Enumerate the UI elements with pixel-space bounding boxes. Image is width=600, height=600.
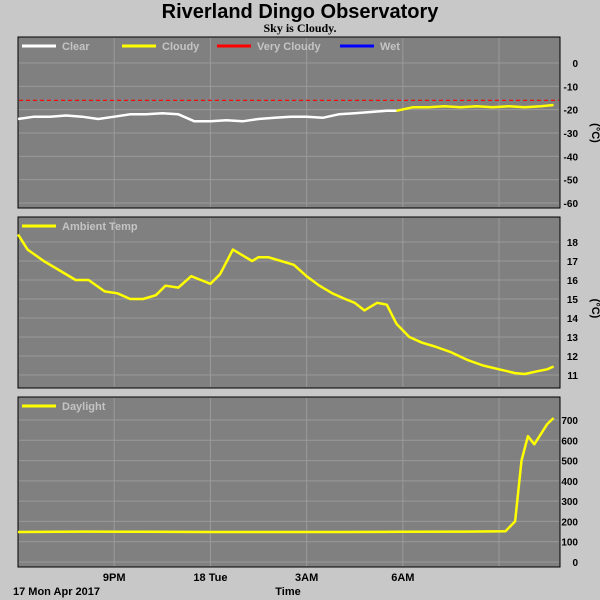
x-tick-label: 6AM <box>391 572 414 584</box>
y-tick-label: 15 <box>567 295 579 306</box>
x-tick-label: 9PM <box>103 572 126 584</box>
y-tick-label: -40 <box>564 152 579 163</box>
y-tick-label: 12 <box>567 352 579 363</box>
y-tick-label: 500 <box>561 457 578 468</box>
y-tick-label: 100 <box>561 538 578 549</box>
x-axis-date-label: 17 Mon Apr 2017 <box>13 586 100 598</box>
y-tick-label: 18 <box>567 238 579 249</box>
y-tick-label: -20 <box>564 106 579 117</box>
y-tick-label: 16 <box>567 276 579 287</box>
y-tick-label: 11 <box>567 371 578 382</box>
legend-label-cloudy: Cloudy <box>162 41 200 53</box>
legend-label-ambient-temp: Ambient Temp <box>62 221 138 233</box>
y-tick-label: 300 <box>561 497 578 508</box>
legend-label-wet: Wet <box>380 41 400 53</box>
series-line-cloudy <box>396 103 554 113</box>
sky-status-subtitle: Sky is Cloudy. <box>263 21 337 35</box>
y-tick-label: 17 <box>567 257 579 268</box>
y-tick-label: -30 <box>564 129 579 140</box>
legend-label-clear: Clear <box>62 41 90 53</box>
y-tick-label: -60 <box>564 199 579 210</box>
legend-label-daylight: Daylight <box>62 401 106 413</box>
y-tick-label: 0 <box>572 59 578 70</box>
y-tick-label: 14 <box>567 314 579 325</box>
series-line-daylight <box>17 417 555 534</box>
series-line-clear <box>17 109 397 123</box>
legend-label-very-cloudy: Very Cloudy <box>257 41 321 53</box>
x-axis-title: Time <box>275 586 300 598</box>
x-tick-label: 18 Tue <box>193 572 227 584</box>
page-title: Riverland Dingo Observatory <box>161 1 439 23</box>
y-tick-label: 400 <box>561 477 578 488</box>
y-tick-label: 700 <box>561 416 578 427</box>
chart-panel-2 <box>17 216 561 389</box>
y-tick-label: -50 <box>564 176 579 187</box>
x-tick-label: 3AM <box>295 572 318 584</box>
y-tick-label: -10 <box>564 82 579 93</box>
y-tick-label: 13 <box>567 333 579 344</box>
y-tick-label: 0 <box>572 558 578 569</box>
y-axis-unit-label: (°C) <box>589 299 600 319</box>
chart-panel-3 <box>17 396 561 568</box>
series-line-ambient-temp <box>16 233 555 376</box>
y-axis-unit-label: (°C) <box>589 123 600 143</box>
y-tick-label: 600 <box>561 436 578 447</box>
y-tick-label: 200 <box>561 517 578 528</box>
